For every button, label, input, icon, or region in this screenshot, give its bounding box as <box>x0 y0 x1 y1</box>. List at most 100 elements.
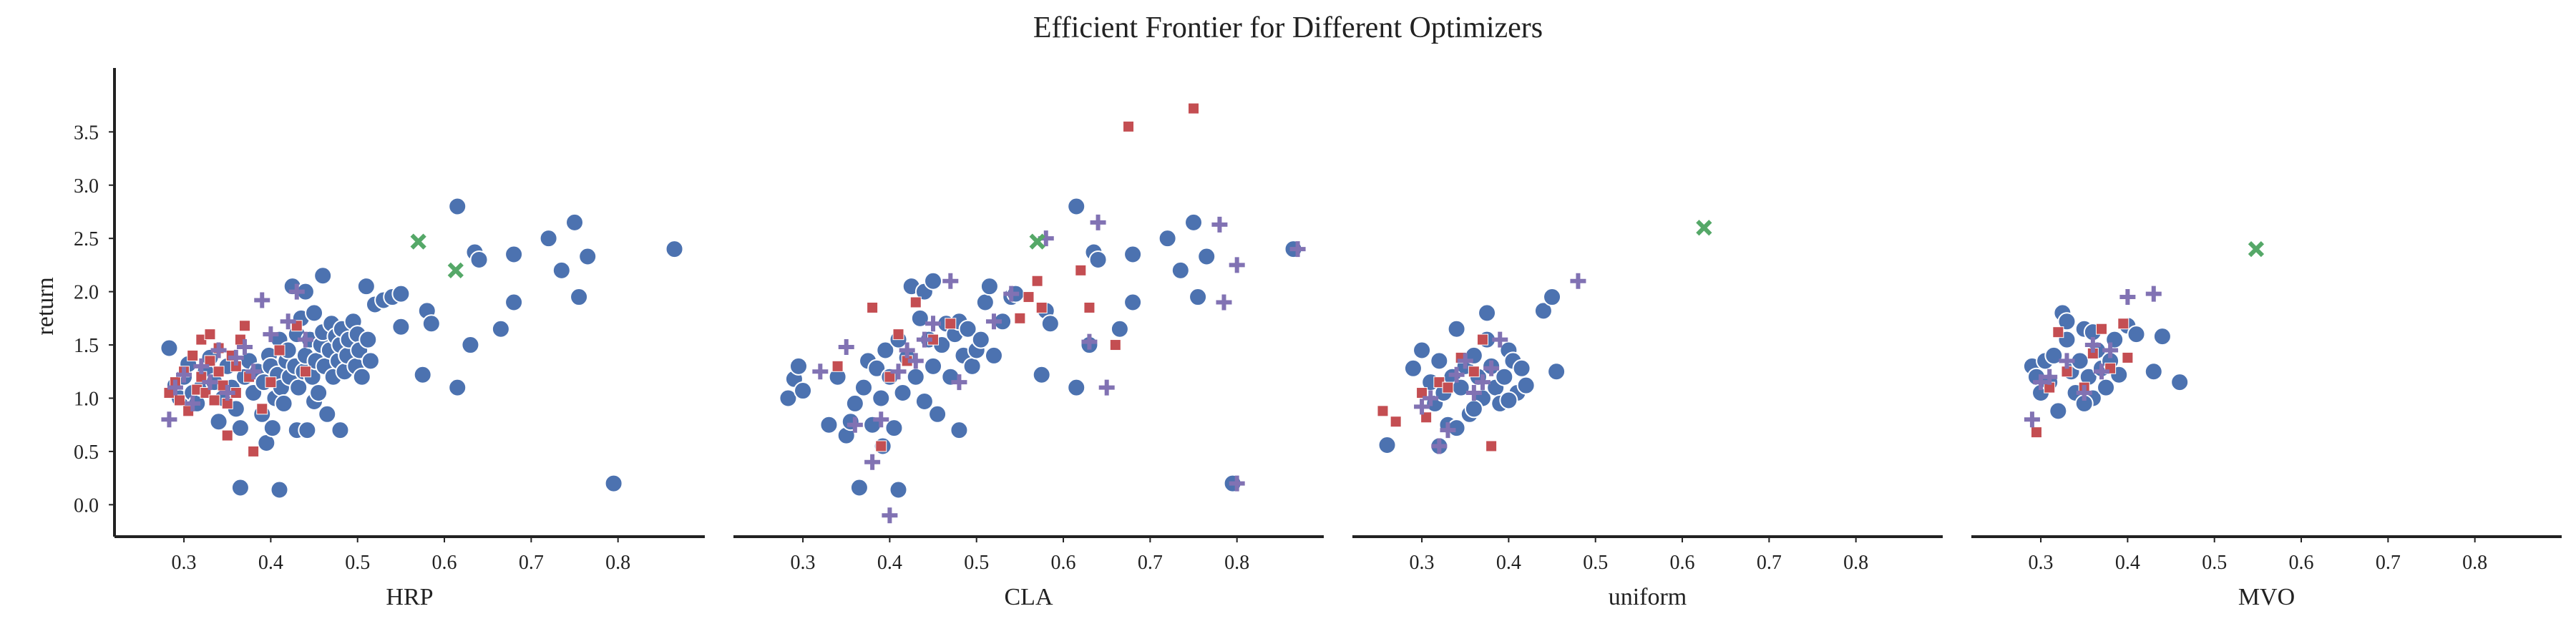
data-point-circle <box>361 351 380 371</box>
data-point-circle <box>209 412 228 431</box>
x-tick-label: 0.6 <box>1051 552 1076 574</box>
data-point-square <box>1075 264 1087 276</box>
data-point-plus <box>1081 333 1098 350</box>
data-point-circle <box>2152 327 2172 346</box>
x-axis-label-hrp: HRP <box>386 584 433 610</box>
data-point-plus <box>873 411 889 428</box>
data-point-circle <box>819 415 839 434</box>
data-point-circle <box>1189 288 1208 307</box>
data-point-circle <box>263 419 282 438</box>
data-point-plus <box>245 364 262 380</box>
x-axis-label-uniform: uniform <box>1609 584 1687 610</box>
data-point-circle <box>1377 435 1397 454</box>
data-point-square <box>1390 416 1402 428</box>
data-point-circle <box>309 384 328 403</box>
data-point-circle <box>914 391 934 411</box>
data-point-circle <box>504 293 524 312</box>
data-point-square <box>248 445 260 457</box>
y-tick-label: 1.0 <box>74 388 99 410</box>
x-tick-label: 0.7 <box>1138 552 1163 574</box>
data-point-square <box>273 344 286 356</box>
data-point-circle <box>906 367 925 386</box>
x-tick-label: 0.7 <box>519 552 544 574</box>
data-point-circle <box>1197 247 1216 266</box>
data-point-square <box>238 320 250 332</box>
data-point-circle <box>318 404 337 424</box>
data-point-circle <box>352 367 371 386</box>
data-point-plus <box>1431 438 1448 454</box>
data-point-square <box>1476 333 1488 346</box>
x-tick-label: 0.6 <box>1670 552 1695 574</box>
data-point-circle <box>1171 260 1190 280</box>
data-point-circle <box>958 319 977 338</box>
data-point-circle <box>552 260 571 280</box>
data-point-circle <box>1478 303 1497 323</box>
y-tick-label: 2.0 <box>74 282 99 304</box>
data-point-square <box>187 349 199 361</box>
data-point-plus <box>2119 289 2136 306</box>
data-point-circle <box>876 341 895 360</box>
data-point-circle <box>980 277 999 296</box>
data-point-circle <box>413 365 432 384</box>
data-point-plus <box>942 273 959 289</box>
data-point-square <box>1420 411 1433 424</box>
data-point-plus <box>176 366 192 383</box>
x-tick-label: 0.7 <box>2376 552 2401 574</box>
data-point-plus <box>899 342 915 358</box>
data-point-plus <box>864 454 881 470</box>
data-point-circle <box>893 384 912 403</box>
data-point-plus <box>951 374 967 391</box>
data-point-plus <box>985 313 1002 330</box>
data-point-plus <box>1229 475 1245 492</box>
data-point-circle <box>854 378 873 397</box>
panel-uniform: 0.3 0.4 0.5 0.6 0.7 0.8 uniform <box>1352 220 1943 610</box>
x-tick-label: 0.4 <box>877 552 902 574</box>
data-point-circle <box>1123 245 1143 264</box>
x-axis-label-mvo: MVO <box>2238 584 2295 610</box>
data-point-circle <box>1547 362 1566 381</box>
data-point-circle <box>1088 250 1108 269</box>
data-point-circle <box>984 346 1003 365</box>
data-point-circle <box>274 394 293 413</box>
data-point-plus <box>1465 385 1482 401</box>
data-point-square <box>875 440 887 452</box>
data-point-plus <box>1289 241 1306 258</box>
data-point-circle <box>331 421 350 440</box>
data-point-circle <box>604 474 623 493</box>
panels: 0.3 0.4 0.5 0.6 0.7 0.8 HRP 0.0 0.5 1.0 1.5 2.0 2.5 3… <box>74 68 2562 610</box>
data-point-plus <box>847 416 863 433</box>
data-point-square <box>1377 405 1389 417</box>
data-point-circle <box>421 314 441 333</box>
data-point-circle <box>971 330 990 349</box>
data-point-circle <box>1123 293 1143 312</box>
data-point-circle <box>1403 358 1423 378</box>
data-point-circle <box>924 271 943 291</box>
data-point-square <box>945 318 957 330</box>
data-point-plus <box>1492 331 1508 348</box>
data-point-circle <box>849 478 869 497</box>
data-point-square <box>884 371 896 383</box>
data-point-circle <box>845 394 864 413</box>
data-point-plus <box>1003 286 1020 302</box>
data-point-circle <box>160 338 179 358</box>
x-tick-label: 0.4 <box>1496 552 1521 574</box>
data-point-circle <box>448 378 467 397</box>
data-point-circle <box>539 229 558 248</box>
data-point-circle <box>924 356 943 376</box>
y-tick-label: 0.5 <box>74 441 99 464</box>
data-point-plus <box>1216 294 1232 311</box>
x-tick-label: 0.6 <box>2289 552 2314 574</box>
data-point-plus <box>1211 216 1228 233</box>
data-point-plus <box>210 342 227 358</box>
data-point-circle <box>491 319 510 338</box>
data-point-square <box>1416 387 1428 399</box>
x-tick-label: 0.3 <box>1410 552 1435 574</box>
data-point-plus <box>1483 360 1500 376</box>
data-point-plus <box>297 331 313 348</box>
data-point-plus <box>2084 337 2101 353</box>
data-point-circle <box>950 421 969 440</box>
data-point-plus <box>1474 374 1491 391</box>
data-point-plus <box>202 374 218 391</box>
data-point-plus <box>236 339 253 356</box>
data-point-plus <box>228 349 244 366</box>
